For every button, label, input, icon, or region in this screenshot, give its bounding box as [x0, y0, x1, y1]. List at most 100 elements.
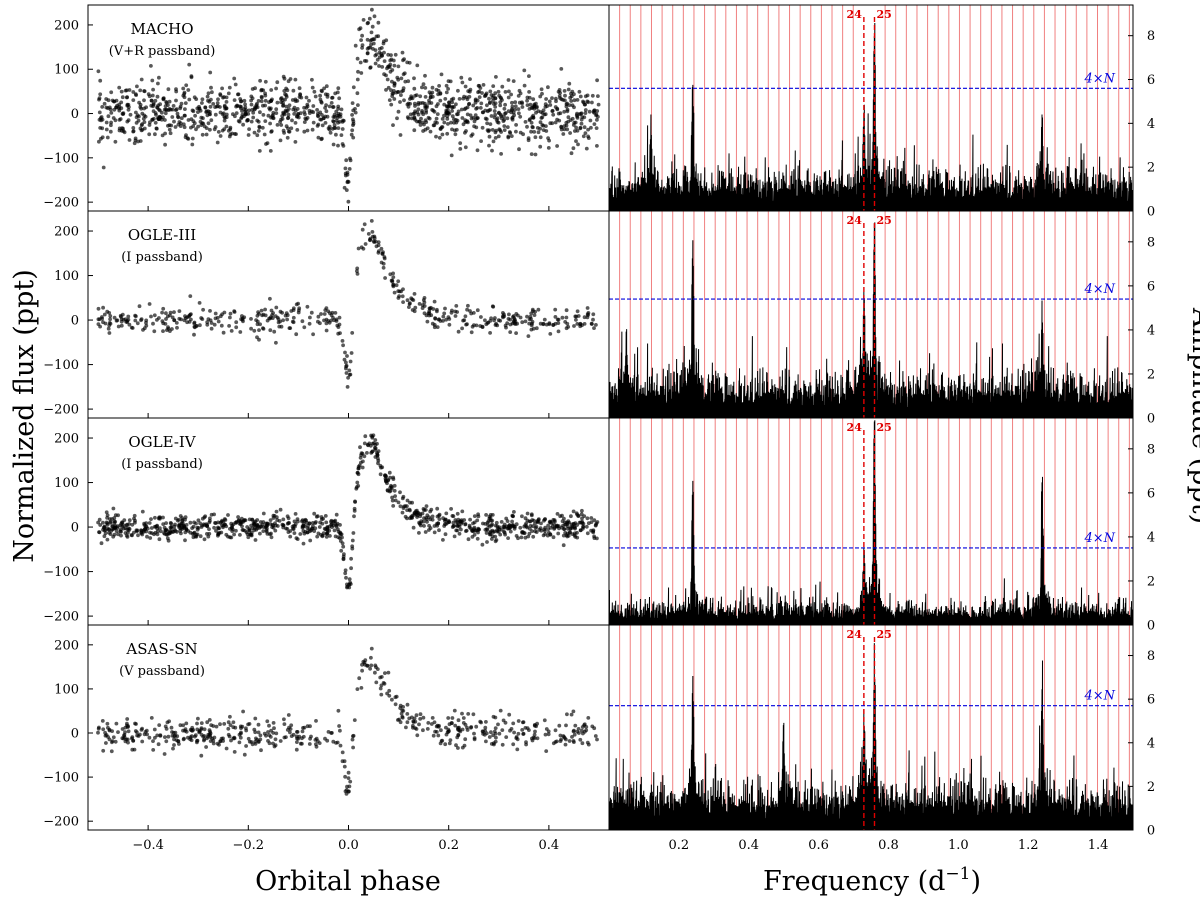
data-point	[101, 727, 106, 732]
data-point	[423, 118, 428, 123]
lightcurve-points	[96, 219, 598, 389]
data-point	[383, 671, 387, 675]
data-point	[572, 324, 576, 328]
data-point	[410, 513, 415, 518]
data-point	[305, 128, 310, 133]
data-point	[449, 153, 454, 158]
y-tick-label: 0	[71, 107, 79, 122]
data-point	[434, 116, 439, 121]
data-point	[111, 506, 116, 511]
data-point	[275, 123, 280, 127]
data-point	[126, 740, 130, 745]
data-point	[390, 79, 394, 84]
data-point	[325, 738, 330, 743]
data-point	[188, 294, 193, 298]
data-point	[406, 79, 411, 84]
data-point	[505, 125, 510, 129]
data-point	[459, 519, 464, 524]
data-point	[401, 72, 406, 77]
data-point	[117, 85, 122, 90]
data-point	[515, 747, 520, 752]
data-point	[213, 112, 218, 117]
data-point	[199, 726, 204, 730]
data-point	[252, 727, 257, 732]
data-point	[503, 323, 508, 328]
data-point	[142, 126, 147, 131]
data-point	[183, 530, 188, 535]
data-point	[108, 532, 113, 536]
y-tick-label: 0	[1147, 205, 1155, 220]
data-point	[127, 518, 132, 523]
data-point	[316, 319, 320, 324]
data-point	[253, 519, 258, 524]
data-point	[362, 222, 367, 227]
data-point	[259, 308, 264, 313]
data-point	[405, 712, 410, 716]
data-point	[569, 514, 573, 519]
data-point	[414, 93, 419, 97]
data-point	[293, 512, 298, 516]
data-point	[458, 729, 463, 734]
data-point	[242, 518, 246, 523]
data-point	[140, 532, 145, 537]
data-point	[346, 375, 350, 380]
data-point	[329, 101, 334, 105]
data-point	[110, 98, 115, 103]
data-point	[164, 527, 169, 532]
data-point	[358, 26, 363, 31]
data-point	[174, 107, 179, 112]
data-point	[278, 507, 283, 512]
data-point	[123, 88, 128, 93]
data-point	[282, 717, 286, 722]
data-point	[331, 105, 336, 109]
data-point	[202, 727, 207, 732]
data-point	[246, 118, 250, 123]
periodogram-frame	[608, 624, 1134, 831]
data-point	[337, 724, 341, 728]
data-point	[586, 716, 591, 720]
data-point	[408, 112, 413, 117]
data-point	[104, 741, 108, 745]
data-point	[499, 152, 503, 156]
data-point	[329, 313, 334, 318]
data-point	[102, 101, 107, 106]
data-point	[351, 108, 356, 113]
data-point	[294, 536, 299, 540]
data-point	[268, 518, 273, 522]
data-point	[293, 140, 298, 144]
data-point	[347, 789, 351, 794]
data-point	[570, 116, 575, 121]
data-point	[239, 116, 244, 121]
data-point	[224, 95, 229, 100]
data-point	[324, 84, 329, 89]
data-point	[450, 308, 454, 313]
data-point	[324, 306, 329, 310]
data-point	[567, 739, 572, 743]
data-point	[141, 328, 145, 332]
data-point	[487, 134, 492, 139]
data-point	[430, 514, 435, 519]
data-point	[355, 471, 360, 475]
data-point	[355, 91, 360, 96]
data-point	[157, 723, 162, 727]
data-point	[162, 107, 167, 112]
data-point	[109, 90, 114, 95]
data-point	[256, 129, 261, 133]
data-point	[456, 88, 460, 93]
data-point	[107, 527, 112, 532]
data-point	[507, 89, 511, 94]
data-point	[389, 53, 393, 57]
data-point	[117, 126, 122, 131]
data-point	[392, 63, 397, 68]
data-point	[160, 110, 164, 115]
data-point	[278, 138, 283, 143]
data-point	[439, 728, 443, 733]
data-point	[437, 135, 442, 140]
data-point	[314, 514, 319, 519]
data-point	[208, 70, 213, 75]
data-point	[247, 722, 252, 726]
data-point	[522, 524, 527, 529]
data-point	[401, 709, 406, 713]
